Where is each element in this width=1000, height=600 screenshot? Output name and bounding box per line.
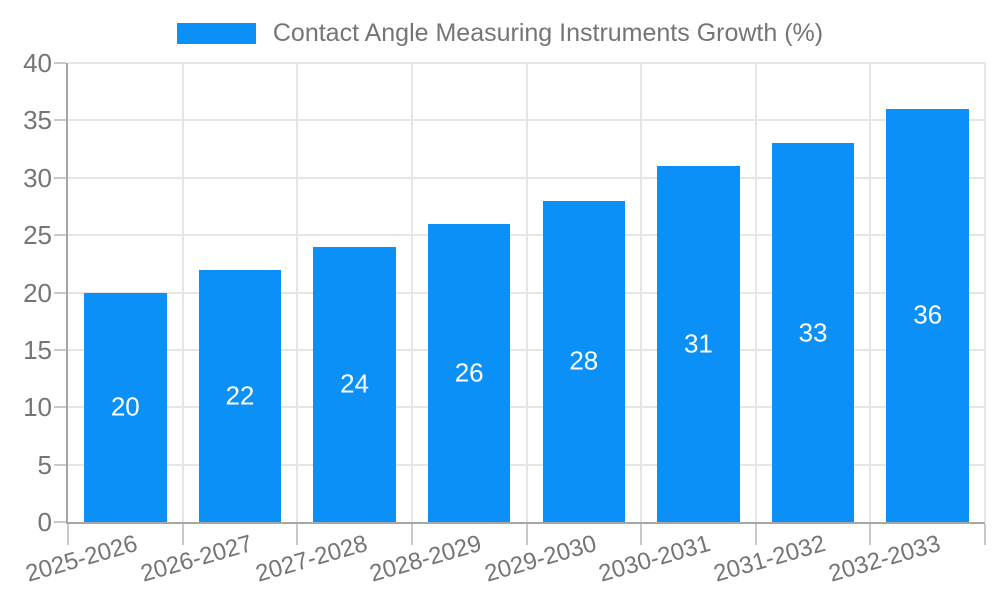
y-tick-mark bbox=[54, 234, 66, 237]
x-tick-mark bbox=[640, 524, 643, 545]
bar[interactable]: 24 bbox=[313, 246, 396, 522]
x-tick-mark bbox=[296, 524, 299, 545]
bar-value-label: 20 bbox=[110, 391, 140, 422]
y-tick-label: 25 bbox=[23, 220, 52, 251]
y-tick-mark bbox=[54, 291, 66, 294]
v-gridline bbox=[984, 63, 986, 522]
x-tick-mark bbox=[984, 524, 986, 545]
bar[interactable]: 36 bbox=[886, 108, 969, 522]
x-axis-line bbox=[66, 522, 985, 524]
x-tick-mark bbox=[869, 524, 872, 545]
bar-value-label: 22 bbox=[225, 380, 255, 411]
y-tick-mark bbox=[54, 348, 66, 351]
v-gridline bbox=[296, 63, 299, 522]
v-gridline bbox=[869, 63, 872, 522]
y-tick-label: 10 bbox=[23, 392, 52, 423]
v-gridline bbox=[181, 63, 184, 522]
x-tick-mark bbox=[67, 524, 69, 545]
bar[interactable]: 28 bbox=[542, 200, 626, 522]
bar-value-label: 24 bbox=[340, 368, 370, 399]
y-tick-label: 35 bbox=[23, 105, 52, 136]
y-tick-mark bbox=[54, 176, 66, 179]
v-gridline bbox=[640, 63, 643, 522]
legend[interactable]: Contact Angle Measuring Instruments Grow… bbox=[0, 18, 1000, 48]
bar[interactable]: 33 bbox=[771, 143, 855, 522]
plot-area: 20 22 24 26 28 31 33 36 bbox=[54, 62, 986, 545]
legend-label: Contact Angle Measuring Instruments Grow… bbox=[272, 18, 824, 47]
y-tick-label: 15 bbox=[23, 334, 52, 365]
bar[interactable]: 31 bbox=[657, 166, 740, 522]
y-tick-label: 0 bbox=[37, 507, 52, 537]
bar-value-label: 26 bbox=[454, 357, 484, 388]
y-tick-mark bbox=[54, 521, 66, 523]
y-tick-label: 30 bbox=[23, 162, 52, 193]
bar-value-label: 33 bbox=[798, 317, 828, 348]
y-axis-line bbox=[66, 63, 68, 522]
y-tick-mark bbox=[54, 463, 66, 466]
bar[interactable]: 26 bbox=[427, 223, 511, 522]
bar[interactable]: 22 bbox=[198, 269, 282, 522]
bar-value-label: 36 bbox=[913, 299, 943, 330]
y-tick-mark bbox=[54, 119, 66, 122]
bar-value-label: 28 bbox=[569, 345, 599, 376]
x-tick-mark bbox=[410, 524, 413, 545]
v-gridline bbox=[525, 63, 528, 522]
x-tick-mark bbox=[754, 524, 757, 545]
x-tick-mark bbox=[181, 524, 184, 545]
y-tick-label: 20 bbox=[23, 277, 52, 308]
v-gridline bbox=[410, 63, 413, 522]
y-tick-mark bbox=[54, 62, 66, 64]
y-tick-mark bbox=[54, 406, 66, 409]
bar-value-label: 31 bbox=[683, 328, 713, 359]
x-tick-mark bbox=[525, 524, 528, 545]
bar[interactable]: 20 bbox=[84, 292, 167, 522]
y-tick-label: 5 bbox=[37, 449, 52, 480]
legend-swatch bbox=[176, 22, 256, 44]
y-tick-label: 40 bbox=[23, 48, 52, 78]
v-gridline bbox=[754, 63, 757, 522]
